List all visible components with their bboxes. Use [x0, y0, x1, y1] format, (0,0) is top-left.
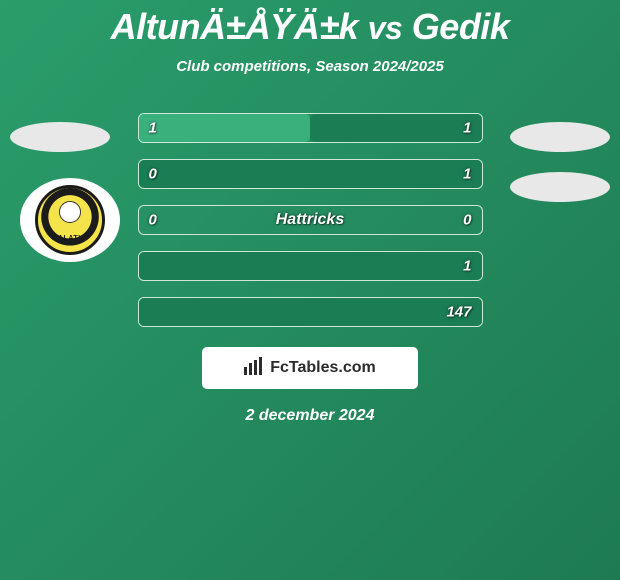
stat-fill-left [139, 114, 311, 142]
stat-label: Hattricks [276, 211, 344, 229]
right-player-name: Gedik [412, 6, 510, 47]
stat-right-value: 1 [463, 258, 471, 275]
vs-separator: vs [368, 10, 403, 46]
stat-right-value: 147 [446, 304, 471, 321]
stat-right-value: 1 [463, 120, 471, 137]
stat-row-matches: 1 Matches 1 [138, 113, 483, 143]
stat-row-min-per-goal: Min per goal 147 [138, 297, 483, 327]
subtitle: Club competitions, Season 2024/2025 [0, 58, 620, 75]
page-title: AltunÄ±ÅŸÄ±k vs Gedik [0, 0, 620, 48]
stat-left-value: 1 [149, 120, 157, 137]
bar-chart-icon [244, 357, 264, 380]
stat-row-hattricks: 0 Hattricks 0 [138, 205, 483, 235]
brand-badge[interactable]: FcTables.com [202, 347, 418, 389]
stat-row-goals: 0 Goals 1 [138, 159, 483, 189]
stat-fill-right [139, 160, 482, 188]
stat-left-value: 0 [149, 166, 157, 183]
stat-fill-right [310, 114, 482, 142]
stats-area: 1 Matches 1 0 Goals 1 0 Hattricks 0 Goal… [0, 113, 620, 327]
stat-fill-right [139, 298, 482, 326]
stat-left-value: 0 [149, 212, 157, 229]
date-text: 2 december 2024 [0, 407, 620, 425]
stat-row-goals-per-match: Goals per match 1 [138, 251, 483, 281]
stat-fill-right [139, 252, 482, 280]
stat-right-value: 0 [463, 212, 471, 229]
brand-text: FcTables.com [270, 359, 376, 377]
stat-right-value: 1 [463, 166, 471, 183]
left-player-name: AltunÄ±ÅŸÄ±k [111, 6, 359, 47]
